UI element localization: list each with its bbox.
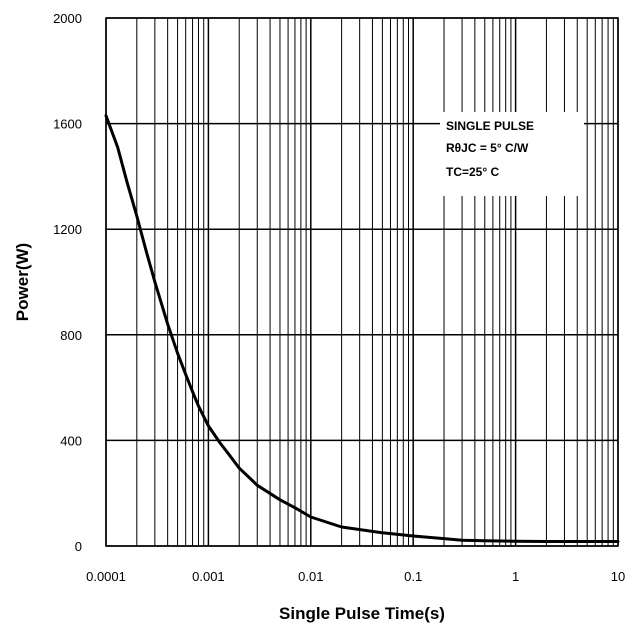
x-tick-label: 10 — [611, 569, 625, 584]
y-tick-label: 400 — [60, 433, 82, 448]
power-curve — [104, 114, 620, 543]
x-tick-labels: 0.0001 0.001 0.01 0.1 1 10 — [86, 569, 625, 584]
y-tick-labels: 0 400 800 1200 1600 2000 — [53, 11, 82, 554]
y-tick-label: 1200 — [53, 222, 82, 237]
annotation-box: SINGLE PULSE RθJC = 5° C/W TC=25° C — [440, 112, 584, 196]
annotation-line-single-pulse: SINGLE PULSE — [446, 119, 534, 133]
y-tick-label: 2000 — [53, 11, 82, 26]
y-tick-label: 800 — [60, 328, 82, 343]
annotation-line-thermal-resistance: RθJC = 5° C/W — [446, 141, 529, 155]
y-axis-title: Power(W) — [13, 243, 32, 321]
annotation-background — [440, 112, 584, 196]
x-tick-label: 0.0001 — [86, 569, 126, 584]
y-tick-label: 1600 — [53, 117, 82, 132]
x-tick-label: 1 — [512, 569, 519, 584]
x-axis-title: Single Pulse Time(s) — [279, 604, 445, 623]
x-tick-label: 0.01 — [298, 569, 323, 584]
annotation-line-case-temperature: TC=25° C — [446, 165, 499, 179]
plot-frame — [105, 17, 619, 547]
minor-gridlines — [136, 18, 614, 546]
y-tick-label: 0 — [75, 539, 82, 554]
x-tick-label: 0.001 — [192, 569, 225, 584]
x-tick-label: 0.1 — [404, 569, 422, 584]
